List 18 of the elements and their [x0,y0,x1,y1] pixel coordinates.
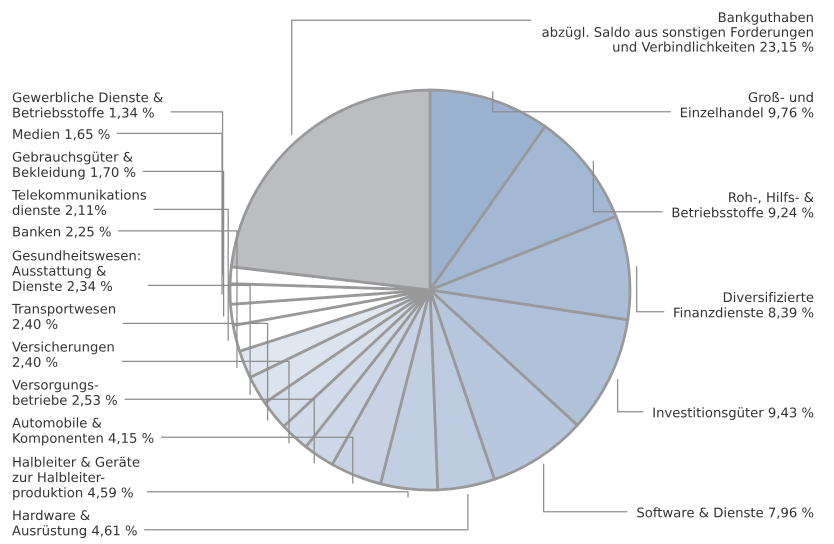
slice-label: Versorgungs- betriebe 2,53 % [12,380,117,406]
slice-label: Banken 2,25 % [13,226,111,238]
slice-label: Investitionsgüter 9,43 % [654,407,814,420]
slice-label: Transportwesen 2,40 % [12,304,116,330]
slice-label: Bankguthaben abzügl. Saldo aus sonstigen Forderungen und Verbindlichkeiten 23,15 % [542,12,814,54]
slice-label: Groß- und Einzelhandel 9,76 % [680,92,814,119]
slice-label: Halbleiter & Geräte zur Halbleiter- produktion 4,59 % [12,456,140,500]
slice-label: Software & Dienste 7,96 % [637,507,814,519]
slice-label: Roh-, Hilfs- & Betriebsstoffe 9,24 % [672,192,814,219]
slice-label: Automobile & Komponenten 4,15 % [12,417,154,446]
slice-label: Medien 1,65 % [13,128,110,140]
slice-label: Gesundheitswesen: Ausstattung & Dienste 2,34 % [12,250,140,292]
slice-label: Hardware & Ausrüstung 4,61 % [12,510,137,538]
slice-label: Diversifizierte Finanzdienste 8,39 % [674,292,814,319]
slice-label: Gewerbliche Dienste & Betriebsstoffe 1,34 % [12,92,163,119]
slice-label: Versicherungen 2,40 % [12,342,114,368]
slice-label: Gebrauchsgüter & Bekleidung 1,70 % [12,152,136,180]
slice-label: Telekommunikations dienste 2,11% [12,190,146,216]
